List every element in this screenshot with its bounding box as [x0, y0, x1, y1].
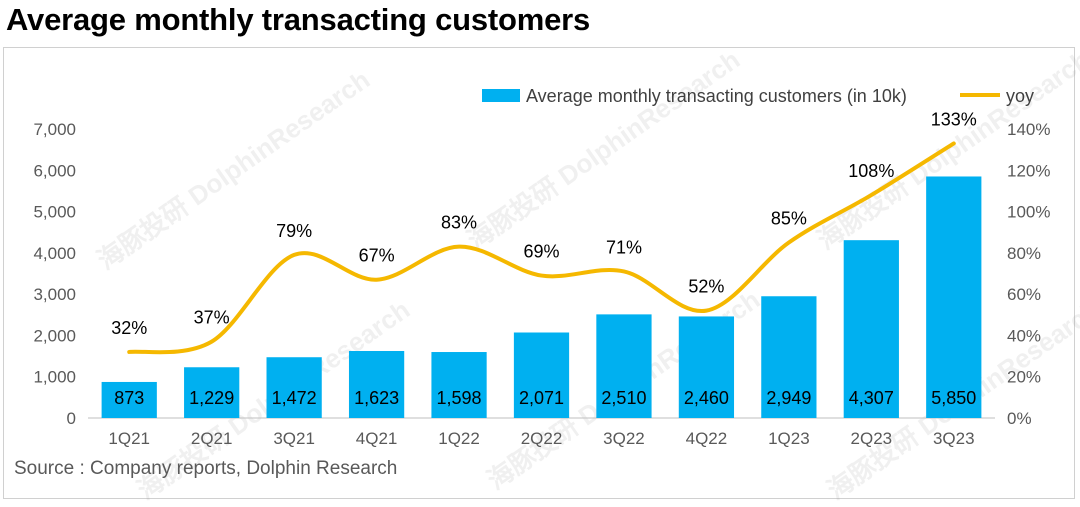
- chart-title: Average monthly transacting customers: [6, 2, 591, 37]
- y-left-tick-label: 5,000: [33, 203, 76, 222]
- y-right-tick-label: 120%: [1007, 161, 1050, 180]
- bars: 873 1,229 1,472 1,623 1,598 2,071 2,510 2,460 2,…: [101, 176, 982, 418]
- bar: [348, 350, 405, 418]
- bar: [843, 240, 899, 418]
- bar: [266, 357, 322, 418]
- source-note: Source : Company reports, Dolphin Resear…: [14, 458, 398, 479]
- legend: Average monthly transacting customers (i…: [482, 86, 1034, 106]
- yoy-value-label: 71%: [606, 237, 642, 257]
- y-left-tick-label: 0: [67, 409, 76, 428]
- yoy-value-label: 83%: [441, 213, 477, 233]
- bar: [596, 314, 652, 418]
- chart-frame: [3, 47, 1075, 499]
- bar-value-label: 2,460: [684, 388, 729, 408]
- x-tick-label: 2Q22: [521, 429, 563, 448]
- x-tick-label: 2Q23: [851, 429, 893, 448]
- yoy-value-label: 32%: [111, 318, 147, 338]
- bar: [101, 381, 157, 418]
- bar-value-label: 1,598: [437, 388, 482, 408]
- x-tick-label: 3Q23: [933, 429, 975, 448]
- bar-value-label: 1,472: [272, 388, 317, 408]
- legend-bar-swatch: [482, 89, 520, 102]
- x-tick-label: 2Q21: [191, 429, 233, 448]
- x-tick-label: 4Q21: [356, 429, 398, 448]
- y-right-tick-label: 60%: [1007, 285, 1041, 304]
- y-right-tick-label: 20%: [1007, 368, 1041, 387]
- y-right-tick-label: 140%: [1007, 120, 1050, 139]
- legend-bar-label: Average monthly transacting customers (i…: [526, 86, 907, 106]
- bar-value-label: 2,071: [519, 388, 564, 408]
- x-tick-label: 1Q21: [108, 429, 150, 448]
- x-tick-label: 1Q22: [438, 429, 480, 448]
- yoy-value-label: 52%: [688, 277, 724, 297]
- bar: [761, 296, 817, 418]
- yoy-line-group: 32% 37% 79% 67% 83% 69% 71% 52% 85% 108% 133%: [111, 109, 977, 355]
- y-right-tick-label: 100%: [1007, 203, 1050, 222]
- x-tick-label: 3Q21: [273, 429, 315, 448]
- yoy-line: [127, 141, 956, 355]
- legend-line-label: yoy: [1006, 86, 1034, 106]
- bar: [926, 176, 982, 418]
- yoy-value-label: 37%: [194, 308, 230, 328]
- y-left-tick-label: 6,000: [33, 161, 76, 180]
- bar-value-label: 5,850: [931, 388, 976, 408]
- y-left-tick-label: 3,000: [33, 285, 76, 304]
- bar-value-label: 2,510: [601, 388, 646, 408]
- yoy-value-label: 79%: [276, 221, 312, 241]
- bar: [678, 316, 735, 418]
- bar-value-label: 1,623: [354, 388, 399, 408]
- bar: [513, 332, 570, 418]
- bar-value-label: 1,229: [189, 388, 234, 408]
- bar-value-label: 873: [114, 388, 144, 408]
- axes: 0 1,000 2,000 3,000 4,000 5,000 6,000 7,000 0% 20…: [33, 120, 1050, 448]
- yoy-value-label: 108%: [848, 161, 894, 181]
- bar: [431, 352, 487, 418]
- yoy-value-label: 69%: [523, 242, 559, 262]
- y-right-tick-label: 40%: [1007, 326, 1041, 345]
- y-left-tick-label: 1,000: [33, 368, 76, 387]
- x-tick-label: 1Q23: [768, 429, 810, 448]
- y-right-tick-label: 80%: [1007, 244, 1041, 263]
- x-tick-label: 3Q22: [603, 429, 645, 448]
- y-left-tick-label: 4,000: [33, 244, 76, 263]
- y-left-tick-label: 7,000: [33, 120, 76, 139]
- bar-value-label: 4,307: [849, 388, 894, 408]
- yoy-value-label: 133%: [931, 109, 977, 129]
- x-tick-label: 4Q22: [686, 429, 728, 448]
- yoy-value-label: 85%: [771, 209, 807, 229]
- y-right-tick-label: 0%: [1007, 409, 1032, 428]
- bar: [184, 367, 240, 418]
- yoy-value-label: 67%: [359, 246, 395, 266]
- y-left-tick-label: 2,000: [33, 326, 76, 345]
- bar-value-label: 2,949: [766, 388, 811, 408]
